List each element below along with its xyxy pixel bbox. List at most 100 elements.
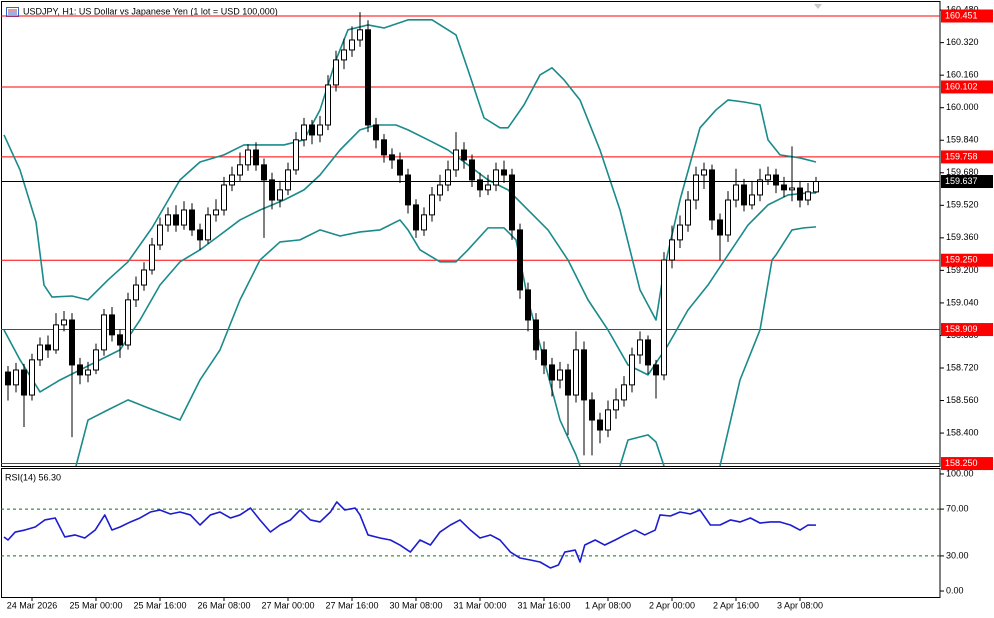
candle-body bbox=[373, 124, 379, 141]
candle-body bbox=[453, 149, 459, 171]
candle-body bbox=[565, 369, 571, 396]
candle-body bbox=[93, 349, 99, 371]
candle-body bbox=[429, 194, 435, 216]
candle-body bbox=[733, 184, 739, 201]
y-tick-label: 158.560 bbox=[946, 395, 979, 405]
candle-body bbox=[213, 209, 219, 216]
y-tick-label: 158.400 bbox=[946, 427, 979, 437]
candle-body bbox=[797, 187, 803, 201]
x-tick-label: 27 Mar 00:00 bbox=[261, 600, 314, 610]
x-tick-label: 30 Mar 08:00 bbox=[389, 600, 442, 610]
candle-body bbox=[813, 181, 819, 193]
y-tick-label: 160.480 bbox=[946, 4, 979, 14]
candle-body bbox=[605, 409, 611, 431]
candle-body bbox=[501, 169, 507, 176]
candle-body bbox=[461, 149, 467, 161]
candle-body bbox=[525, 289, 531, 321]
candle-body bbox=[21, 369, 27, 396]
candle-body bbox=[69, 319, 75, 366]
candle-body bbox=[493, 169, 499, 186]
x-tick-label: 3 Apr 08:00 bbox=[777, 600, 823, 610]
candle-body bbox=[253, 149, 259, 166]
candle-body bbox=[749, 194, 755, 206]
candle-body bbox=[573, 349, 579, 396]
candle-body bbox=[629, 354, 635, 386]
candle-body bbox=[181, 209, 187, 226]
candle-body bbox=[381, 139, 387, 156]
x-tick-label: 25 Mar 00:00 bbox=[69, 600, 122, 610]
candle-body bbox=[469, 159, 475, 181]
candle-body bbox=[293, 139, 299, 171]
y-tick-label: 160.000 bbox=[946, 102, 979, 112]
y-tick-label: 0.00 bbox=[946, 585, 964, 595]
candle-body bbox=[773, 174, 779, 186]
candle-body bbox=[237, 164, 243, 176]
candle-body bbox=[669, 239, 675, 261]
candle-body bbox=[549, 364, 555, 381]
level-label: 159.250 bbox=[945, 255, 978, 265]
price-plot bbox=[1, 12, 940, 466]
candle-body bbox=[269, 179, 275, 201]
candle-body bbox=[405, 174, 411, 206]
level-label: 160.102 bbox=[945, 81, 978, 91]
candle-body bbox=[261, 164, 267, 181]
candle-body bbox=[389, 154, 395, 161]
candle-body bbox=[541, 349, 547, 366]
level-label: 160.451 bbox=[945, 10, 978, 20]
candle-body bbox=[765, 174, 771, 181]
y-tick-label: 158.720 bbox=[946, 362, 979, 372]
rsi-plot bbox=[1, 501, 940, 569]
candle-body bbox=[437, 184, 443, 196]
level-tag bbox=[941, 9, 993, 23]
candle-body bbox=[741, 184, 747, 206]
candle-body bbox=[85, 369, 91, 376]
candle-body bbox=[693, 174, 699, 201]
candle-body bbox=[109, 314, 115, 336]
y-tick-label: 159.680 bbox=[946, 167, 979, 177]
candle-body bbox=[477, 179, 483, 191]
x-tick-label: 27 Mar 16:00 bbox=[325, 600, 378, 610]
level-label: 158.250 bbox=[945, 458, 978, 468]
candle-body bbox=[309, 124, 315, 136]
y-tick-label: 30.00 bbox=[946, 550, 969, 560]
bollinger-band bbox=[3, 124, 816, 393]
candle-body bbox=[805, 191, 811, 201]
candle-body bbox=[365, 29, 371, 126]
candle-body bbox=[357, 29, 363, 41]
chart-title: USDJPY, H1: US Dollar vs Japanese Yen (1… bbox=[23, 6, 278, 16]
candle-body bbox=[205, 214, 211, 241]
candle-body bbox=[685, 199, 691, 226]
x-tick-label: 1 Apr 08:00 bbox=[585, 600, 631, 610]
y-tick-label: 159.840 bbox=[946, 135, 979, 145]
y-tick-label: 159.360 bbox=[946, 232, 979, 242]
candle-body bbox=[325, 84, 331, 126]
candle-body bbox=[277, 189, 283, 201]
candle-body bbox=[445, 169, 451, 186]
candle-body bbox=[221, 184, 227, 211]
y-tick-label: 160.320 bbox=[946, 37, 979, 47]
level-label: 158.909 bbox=[945, 324, 978, 334]
candle-body bbox=[421, 214, 427, 231]
candle-body bbox=[613, 399, 619, 411]
x-tick-label: 31 Mar 00:00 bbox=[453, 600, 506, 610]
candle-body bbox=[157, 224, 163, 246]
last-price-label: 159.637 bbox=[945, 176, 978, 186]
candle-body bbox=[285, 169, 291, 191]
level-label: 159.758 bbox=[945, 151, 978, 161]
y-tick-label: 159.040 bbox=[946, 297, 979, 307]
candle-body bbox=[717, 219, 723, 236]
candle-body bbox=[589, 399, 595, 421]
candle-body bbox=[725, 199, 731, 236]
candle-body bbox=[597, 419, 603, 431]
candle-body bbox=[173, 214, 179, 226]
y-tick-label: 160.160 bbox=[946, 70, 979, 80]
candle-body bbox=[333, 59, 339, 86]
candle-body bbox=[781, 184, 787, 191]
candle-body bbox=[197, 229, 203, 241]
candle-body bbox=[117, 334, 123, 346]
candle-body bbox=[165, 214, 171, 226]
x-tick-label: 2 Apr 16:00 bbox=[713, 600, 759, 610]
